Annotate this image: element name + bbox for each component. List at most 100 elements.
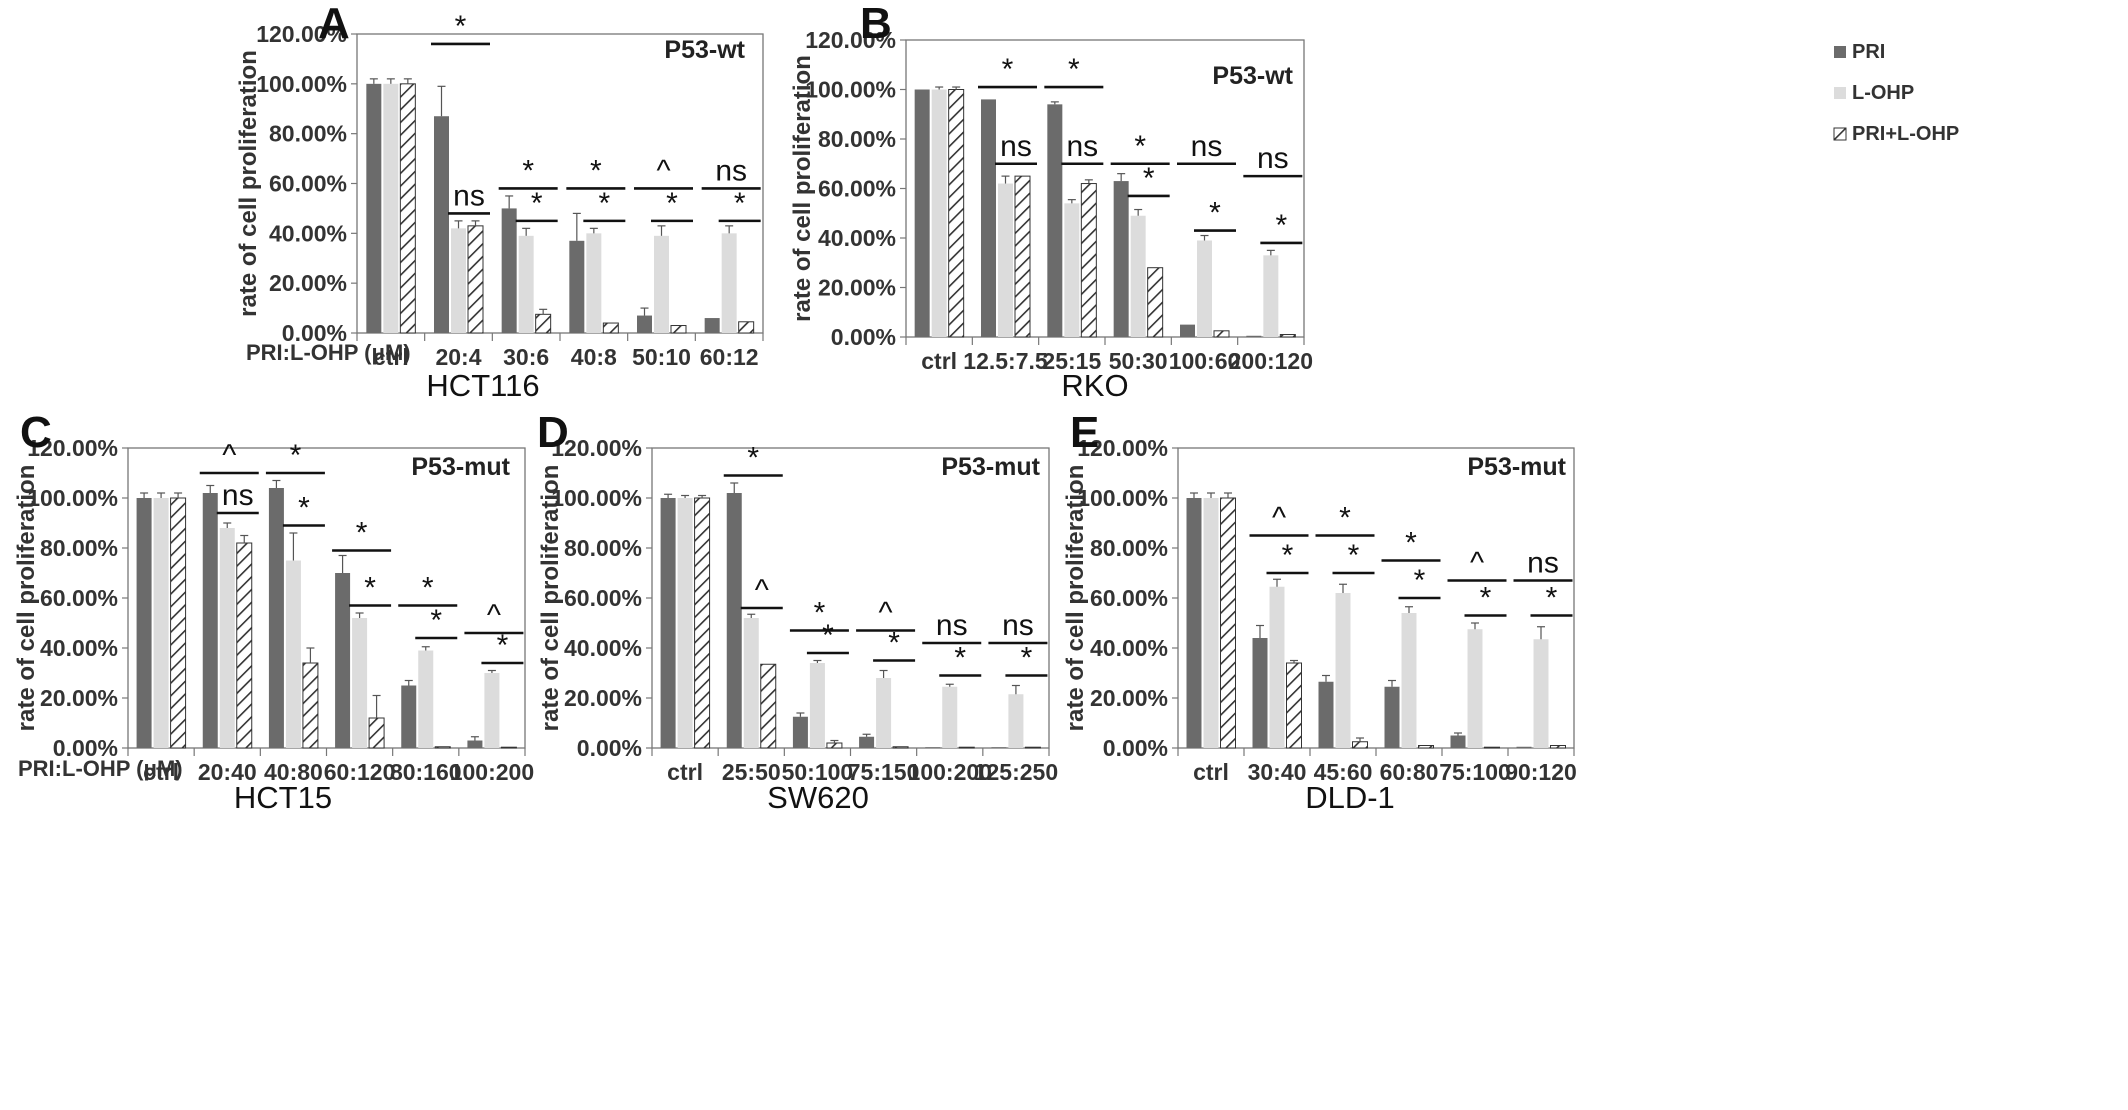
bar-combo xyxy=(467,225,484,334)
significance-label: ^ xyxy=(879,597,893,630)
significance-label: ^ xyxy=(755,574,769,607)
legend-label-pri: PRI xyxy=(1852,41,1885,63)
bar-combo xyxy=(1213,330,1230,338)
bar-lohp xyxy=(153,498,169,748)
ratio-axis-label: PRI:L-OHP (μM) xyxy=(18,756,183,781)
x-tick-label: 12.5:7.5 xyxy=(963,348,1048,374)
bar-pri xyxy=(434,116,449,333)
bar-lohp xyxy=(931,89,947,337)
bar-lohp xyxy=(1467,629,1483,748)
y-tick-label: 100.00% xyxy=(1077,485,1168,511)
y-tick-label: 20.00% xyxy=(1090,685,1168,711)
cell-line-title: RKO xyxy=(1061,368,1128,403)
bar-combo xyxy=(1147,267,1164,338)
bar-combo xyxy=(236,542,253,749)
bar-pri xyxy=(335,573,351,748)
bar-lohp xyxy=(219,528,235,748)
significance-label: ns xyxy=(936,609,968,642)
legend-swatch-pri xyxy=(1834,46,1846,58)
x-tick-label: 100:200 xyxy=(908,759,992,785)
legend-label-combo: PRI+L-OHP xyxy=(1852,123,1959,145)
y-tick-label: 80.00% xyxy=(269,121,347,147)
y-tick-label: 80.00% xyxy=(1090,535,1168,561)
y-tick-label: 20.00% xyxy=(269,270,347,296)
bar-lohp xyxy=(743,618,759,748)
bar-combo xyxy=(434,746,451,749)
bar-lohp xyxy=(484,673,500,748)
plot-frame xyxy=(356,33,764,334)
x-tick-label: 30:40 xyxy=(1248,759,1307,785)
y-tick-label: 60.00% xyxy=(564,585,642,611)
x-tick-label: 50:30 xyxy=(1109,348,1168,374)
x-tick-label: 60:120 xyxy=(324,759,396,785)
bar-pri xyxy=(401,685,417,748)
bar-pri xyxy=(569,240,585,333)
bar-lohp xyxy=(1401,613,1417,748)
x-tick-label: ctrl xyxy=(143,759,179,785)
panel-c: 0.00% 20.00% 40.00% 60.00% 80.00% 100.00% 120.… xyxy=(13,408,534,815)
bar-lohp xyxy=(418,650,434,748)
bar-combo xyxy=(826,742,843,749)
significance-label: ns xyxy=(1527,547,1559,580)
bar-combo xyxy=(958,746,975,749)
x-tick-label: ctrl xyxy=(921,348,957,374)
x-tick-label: 60:12 xyxy=(700,344,759,370)
y-tick-label: 40.00% xyxy=(564,635,642,661)
y-tick-label: 0.00% xyxy=(1103,735,1168,761)
significance-label: * xyxy=(1405,527,1417,560)
bar-pri xyxy=(1113,181,1129,337)
legend-swatch-lohp xyxy=(1834,87,1846,99)
x-tick-label: 30:6 xyxy=(503,344,549,370)
x-tick-label: 60:80 xyxy=(1380,759,1439,785)
cell-line-title: HCT116 xyxy=(426,368,539,403)
bar-lohp xyxy=(1533,639,1549,748)
y-tick-label: 100.00% xyxy=(551,485,642,511)
bar-combo xyxy=(948,89,965,338)
significance-label: * xyxy=(734,187,746,220)
panel-b: 0.00% 20.00% 40.00% 60.00% 80.00% 100.00% 120.… xyxy=(789,0,1313,403)
bar-combo xyxy=(500,746,517,749)
p53-status: P53-mut xyxy=(1467,453,1566,481)
y-tick-label: 0.00% xyxy=(831,324,896,350)
significance-label: ns xyxy=(715,154,747,187)
y-axis-title: rate of cell proliferation xyxy=(789,55,816,322)
bar-pri xyxy=(1246,335,1262,337)
bar-lohp xyxy=(586,233,602,333)
panel-letter: C xyxy=(20,408,52,457)
bar-combo xyxy=(1352,741,1368,749)
significance-label: * xyxy=(1275,209,1287,242)
bar-lohp xyxy=(1335,593,1351,748)
x-tick-label: 25:50 xyxy=(722,759,781,785)
significance-label: ns xyxy=(1066,130,1098,163)
bar-combo xyxy=(535,313,552,334)
p53-status: P53-mut xyxy=(411,453,510,481)
significance-label: * xyxy=(1546,582,1558,615)
panel-letter: A xyxy=(318,0,350,48)
panel-a: 0.00% 20.00% 40.00% 60.00% 80.00% 100.00% 120.… xyxy=(235,0,764,403)
significance-label: * xyxy=(1068,53,1080,86)
y-tick-label: 120.00% xyxy=(1077,435,1168,461)
bar-combo xyxy=(170,497,187,749)
x-tick-label: 40:80 xyxy=(264,759,323,785)
cell-line-title: HCT15 xyxy=(234,780,332,815)
p53-status: P53-wt xyxy=(1212,62,1293,90)
bar-pri xyxy=(1450,735,1466,748)
y-tick-label: 40.00% xyxy=(818,225,896,251)
bar-combo xyxy=(1279,334,1296,338)
legend-label-lohp: L-OHP xyxy=(1852,82,1914,104)
bar-combo xyxy=(1024,746,1041,749)
significance-label: ^ xyxy=(487,599,501,632)
y-tick-label: 100.00% xyxy=(256,71,347,97)
y-tick-label: 80.00% xyxy=(564,535,642,561)
significance-label: * xyxy=(522,154,534,187)
y-tick-label: 100.00% xyxy=(805,77,896,103)
legend-swatch-combo xyxy=(1833,127,1847,141)
bar-combo xyxy=(302,662,319,749)
panel-letter: D xyxy=(537,408,569,457)
x-tick-label: 100:60 xyxy=(1169,348,1241,374)
significance-label: * xyxy=(1348,539,1360,572)
significance-label: ^ xyxy=(222,439,236,472)
x-tick-label: 20:40 xyxy=(198,759,257,785)
significance-label: * xyxy=(747,442,759,475)
significance-label: * xyxy=(364,572,376,605)
